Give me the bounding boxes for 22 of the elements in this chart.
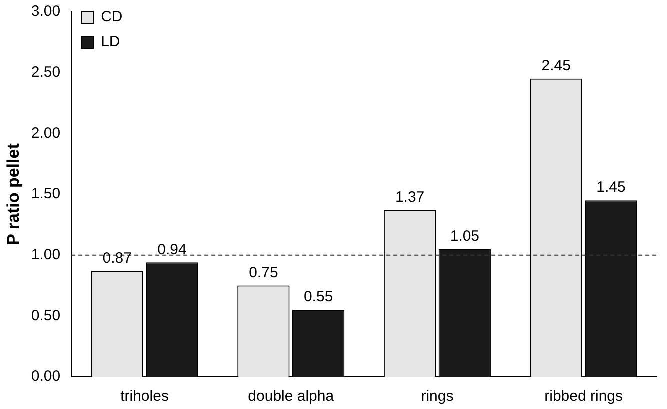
x-tick-label: rings xyxy=(421,388,454,406)
y-tick-label: 1.50 xyxy=(31,186,61,203)
y-tick-label: 3.00 xyxy=(31,3,61,20)
data-label: 1.37 xyxy=(395,188,425,206)
legend-label: LD xyxy=(101,34,120,51)
y-tick-label: 0.50 xyxy=(31,307,61,324)
y-tick-label: 0.00 xyxy=(31,368,61,386)
data-label: 2.45 xyxy=(542,58,571,75)
data-label: 1.45 xyxy=(596,179,626,196)
data-label: 0.75 xyxy=(249,264,278,282)
y-tick-label: 2.50 xyxy=(31,64,61,81)
y-tick-label: 1.00 xyxy=(31,246,61,264)
y-tick-label: 2.00 xyxy=(31,124,61,142)
x-tick-label: double alpha xyxy=(248,388,335,406)
data-label: 0.87 xyxy=(102,250,132,267)
data-label: 0.55 xyxy=(304,288,334,306)
y-axis-title: P ratio pellet xyxy=(4,143,23,246)
data-label: 1.05 xyxy=(450,228,480,245)
x-tick-label: ribbed rings xyxy=(544,388,624,406)
data-label: 0.94 xyxy=(158,241,187,258)
legend-label: CD xyxy=(101,8,123,26)
x-tick-label: triholes xyxy=(120,388,169,406)
